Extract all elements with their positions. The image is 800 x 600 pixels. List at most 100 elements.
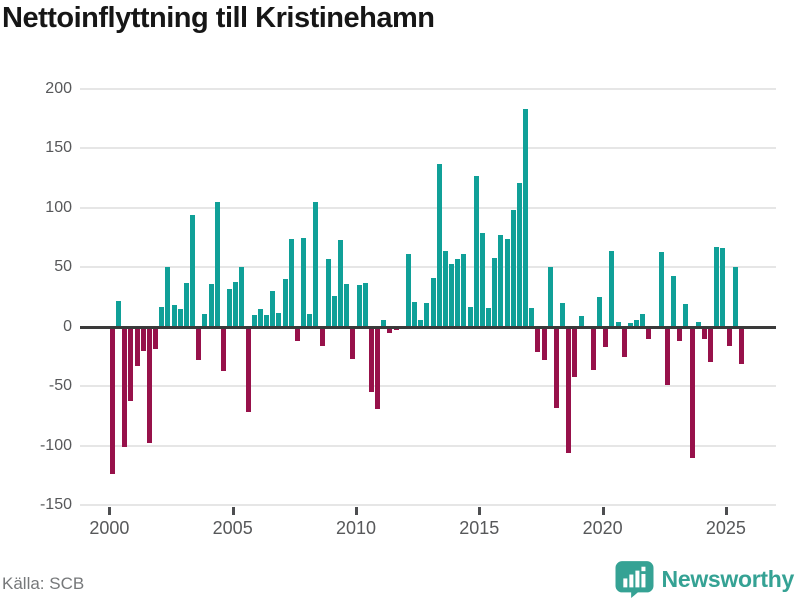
bar-2021-Q4 <box>646 326 652 339</box>
bar-2022-Q4 <box>671 275 676 327</box>
gridline-y-100 <box>80 206 776 209</box>
bar-2004-Q2 <box>214 201 220 327</box>
bar-2016-Q3 <box>516 182 522 327</box>
bar-2020-Q4 <box>621 326 627 357</box>
bar-2001-Q2 <box>140 326 146 351</box>
bar-2004-Q1 <box>208 283 214 327</box>
y-axis-label-50: 50 <box>54 258 72 276</box>
brand-name: Newsworthy <box>661 565 795 592</box>
bar-2007-Q4 <box>301 237 307 327</box>
bar-2005-Q3 <box>245 326 251 413</box>
bar-2015-Q3 <box>492 257 498 327</box>
bar-2012-Q1 <box>405 254 411 327</box>
x-axis-label-2010: 2010 <box>335 518 377 538</box>
bar-2014-Q2 <box>461 254 467 327</box>
y-axis-label--50: -50 <box>48 377 72 395</box>
gridline-y-150 <box>80 147 776 150</box>
bar-2005-Q2 <box>239 267 245 327</box>
plot-area <box>80 88 776 515</box>
bar-2020-Q3 <box>615 322 621 327</box>
bar-2024-Q4 <box>720 248 726 327</box>
bar-2000-Q2 <box>116 300 122 327</box>
newsworthy-logo: Newsworthy <box>614 560 794 598</box>
bar-2013-Q1 <box>430 278 436 327</box>
bar-2013-Q4 <box>449 263 455 327</box>
x-axis-tick-2005 <box>231 507 235 515</box>
bar-2005-Q4 <box>251 314 257 327</box>
bar-2013-Q2 <box>436 163 442 327</box>
bar-2019-Q4 <box>597 297 603 327</box>
bar-2006-Q3 <box>270 291 276 327</box>
bar-2011-Q1 <box>381 319 387 327</box>
bar-2006-Q2 <box>264 314 270 327</box>
bar-2009-Q4 <box>350 326 356 359</box>
bar-2018-Q1 <box>553 326 559 408</box>
bar-2022-Q3 <box>664 326 670 386</box>
bar-2014-Q4 <box>473 175 479 327</box>
x-axis-tick-2025 <box>724 507 728 515</box>
bar-2009-Q3 <box>344 283 350 327</box>
bar-2000-Q3 <box>122 326 128 447</box>
bar-2015-Q4 <box>498 235 504 327</box>
bar-2000-Q1 <box>110 326 115 475</box>
bar-2009-Q1 <box>331 295 337 327</box>
bar-2020-Q1 <box>603 326 609 347</box>
bar-2015-Q1 <box>479 232 485 327</box>
bar-2003-Q2 <box>190 215 196 327</box>
y-axis-label-100: 100 <box>45 198 72 216</box>
bar-2002-Q2 <box>165 267 171 327</box>
bar-2007-Q2 <box>288 238 294 327</box>
bar-2025-Q3 <box>738 326 744 364</box>
bar-2016-Q1 <box>504 238 510 327</box>
bar-2017-Q4 <box>547 267 553 327</box>
bar-2006-Q1 <box>257 308 263 327</box>
x-axis-tick-2010 <box>355 507 358 515</box>
gridline-y-50 <box>80 266 776 269</box>
bar-2002-Q4 <box>177 308 183 327</box>
x-axis-label-2000: 2000 <box>89 518 130 538</box>
bar-2001-Q3 <box>146 326 152 444</box>
bar-2018-Q4 <box>572 326 578 377</box>
bar-2015-Q2 <box>486 307 492 327</box>
bar-2007-Q1 <box>282 279 288 327</box>
y-axis-label-0: 0 <box>63 317 72 335</box>
bar-2001-Q1 <box>134 326 140 367</box>
bar-2019-Q1 <box>578 316 584 327</box>
bar-2021-Q2 <box>634 319 640 327</box>
bar-2009-Q2 <box>338 240 344 327</box>
bar-2020-Q2 <box>609 250 615 327</box>
bar-2012-Q3 <box>418 319 424 327</box>
bar-2022-Q2 <box>658 251 664 327</box>
bar-2023-Q1 <box>677 326 683 342</box>
bar-2017-Q1 <box>529 307 535 327</box>
bar-2021-Q3 <box>640 313 646 327</box>
bar-2007-Q3 <box>294 326 300 342</box>
chart-title: Nettoinflyttning till Kristinehamn <box>2 2 435 34</box>
bar-2012-Q4 <box>424 303 430 327</box>
bar-2025-Q1 <box>726 326 732 346</box>
bar-2010-Q4 <box>375 326 381 409</box>
bar-2016-Q2 <box>510 210 516 327</box>
bar-2023-Q4 <box>695 322 701 327</box>
bar-2017-Q3 <box>541 326 547 361</box>
bar-2008-Q2 <box>313 201 319 327</box>
gridline-y--100 <box>80 444 776 447</box>
bar-2004-Q3 <box>220 326 226 371</box>
zero-axis-line <box>80 325 776 329</box>
x-axis-label-2005: 2005 <box>212 518 253 538</box>
bar-2023-Q2 <box>683 304 689 327</box>
bar-2004-Q4 <box>227 288 233 327</box>
y-axis-label--150: -150 <box>39 496 72 514</box>
gridline-y--150 <box>80 504 776 507</box>
bar-2003-Q4 <box>202 313 208 327</box>
bar-2024-Q2 <box>708 326 713 363</box>
bar-2001-Q4 <box>153 326 159 350</box>
bar-2017-Q2 <box>535 326 541 352</box>
bar-2002-Q1 <box>159 306 165 327</box>
x-axis-label-2025: 2025 <box>705 518 746 538</box>
bar-2003-Q3 <box>196 326 202 361</box>
bar-2006-Q4 <box>276 312 282 327</box>
bar-2011-Q2 <box>387 326 393 333</box>
bar-2018-Q3 <box>566 326 572 453</box>
bar-2002-Q3 <box>171 305 177 327</box>
